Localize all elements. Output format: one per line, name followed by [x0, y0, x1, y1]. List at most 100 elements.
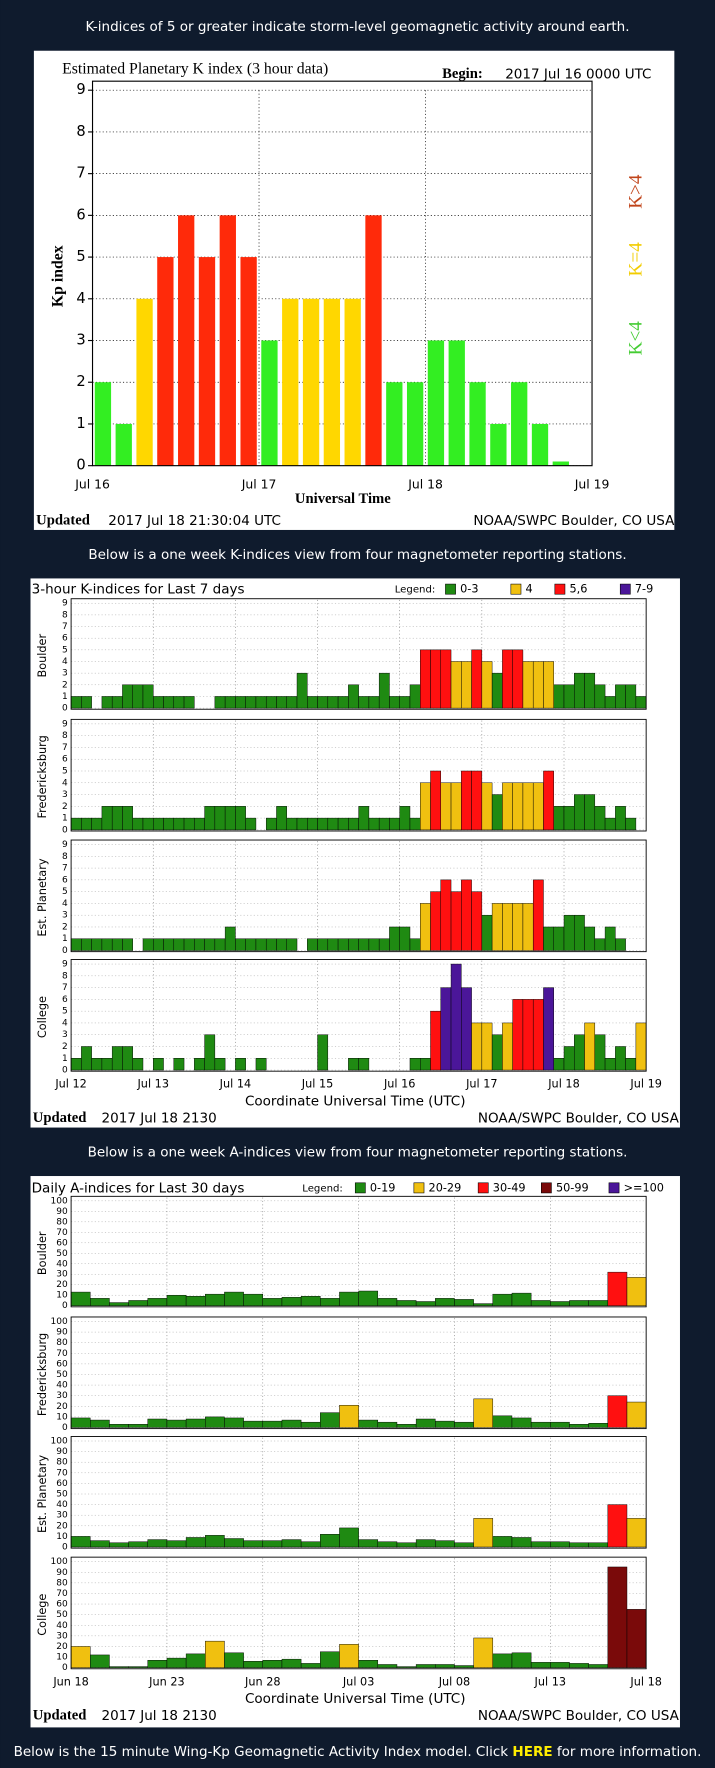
bar	[415, 1301, 436, 1306]
x-tick-label: Jul 12	[54, 1078, 87, 1091]
y-tick-label: 8	[62, 610, 68, 620]
bar	[427, 340, 445, 466]
y-tick-label: 0	[62, 1663, 68, 1673]
bar	[473, 1303, 494, 1306]
y-axis-label: Kp index	[49, 245, 66, 307]
bar	[300, 1663, 321, 1668]
y-tick-label: 7	[62, 622, 68, 632]
y-tick-label: 90	[56, 1328, 68, 1338]
bar	[378, 672, 390, 709]
bar	[205, 1416, 225, 1428]
bar	[563, 914, 575, 951]
bar	[153, 696, 164, 709]
bar	[166, 1540, 187, 1548]
bar	[481, 661, 493, 709]
bar	[128, 1300, 149, 1306]
y-tick-label: 7	[62, 983, 68, 993]
bar	[224, 696, 236, 709]
legend-label: 5,6	[569, 583, 587, 596]
x-tick-label: Jul 03	[342, 1675, 375, 1688]
y-tick-label: 1	[76, 415, 85, 432]
bar	[588, 1300, 609, 1306]
bar	[70, 817, 82, 831]
bar	[450, 782, 462, 831]
bar	[511, 382, 528, 466]
bar	[377, 1664, 398, 1668]
bar	[339, 1404, 359, 1428]
y-tick-label: 10	[56, 1653, 68, 1663]
bar	[553, 1058, 565, 1071]
plot-frame	[70, 959, 647, 1072]
bar	[214, 938, 226, 951]
legend-label: 4	[526, 583, 533, 596]
bar	[262, 1298, 283, 1306]
bar	[122, 684, 133, 709]
y-tick-label: 4	[62, 657, 68, 667]
panel-label: Fredericksburg	[36, 1333, 49, 1416]
bar	[173, 938, 185, 951]
x-tick-label: Jul 18	[629, 1675, 662, 1688]
x-tick-label: Jul 19	[629, 1078, 662, 1091]
footer-date: 2017 Jul 18 2130	[102, 1708, 217, 1724]
link[interactable]: HERE	[512, 1744, 552, 1760]
bar	[173, 817, 185, 831]
y-tick-label: 20	[56, 1521, 68, 1531]
bar	[461, 987, 472, 1071]
bar	[358, 1539, 379, 1548]
plot-frame	[70, 598, 647, 710]
y-tick-label: 40	[56, 1381, 68, 1391]
y-tick-label: 4	[62, 899, 68, 909]
bar	[563, 684, 575, 709]
bar	[607, 1566, 628, 1668]
bar	[430, 770, 442, 831]
bar	[512, 649, 524, 709]
bar	[491, 672, 503, 709]
bar	[183, 938, 195, 951]
bar	[70, 1291, 91, 1306]
bar	[461, 661, 472, 709]
bar	[317, 696, 329, 709]
y-tick-label: 8	[62, 971, 68, 981]
bar	[337, 938, 349, 951]
bar	[320, 1298, 340, 1306]
bar	[607, 1271, 628, 1306]
legend-title: Legend:	[302, 1183, 343, 1194]
bar	[281, 1539, 302, 1548]
legend-label: >=100	[624, 1181, 664, 1194]
bar	[70, 696, 82, 709]
bar	[317, 938, 329, 951]
x-tick-label: Jul 16	[383, 1078, 416, 1091]
bar	[204, 806, 216, 831]
bar	[492, 1415, 513, 1428]
y-tick-label: 100	[51, 1317, 68, 1327]
bar	[327, 938, 339, 951]
bar	[406, 382, 424, 466]
y-tick-label: 100	[51, 1196, 68, 1206]
legend-swatch	[510, 583, 522, 595]
bar	[307, 696, 318, 709]
bar	[245, 696, 257, 709]
bar	[358, 806, 370, 831]
y-tick-label: 5	[62, 1007, 68, 1017]
chart-panel	[30, 578, 680, 1128]
bar	[454, 1299, 474, 1306]
bar	[553, 806, 565, 831]
bar	[111, 938, 123, 951]
legend-label: 50-99	[556, 1181, 589, 1194]
bar	[471, 649, 483, 709]
bar	[281, 1297, 302, 1306]
y-tick-label: 70	[56, 1589, 68, 1599]
bar	[530, 1541, 551, 1548]
bar	[635, 696, 647, 709]
bar	[569, 1663, 589, 1668]
legend-swatch	[608, 1182, 620, 1194]
x-tick-label: Jul 14	[219, 1078, 252, 1091]
legend-label: K<4	[626, 321, 647, 356]
y-tick-label: 100	[51, 1557, 68, 1567]
bar	[378, 938, 390, 951]
bar	[115, 423, 132, 466]
bar	[307, 817, 318, 831]
bar	[243, 1661, 264, 1668]
bar	[296, 672, 308, 709]
y-tick-label: 6	[62, 995, 68, 1005]
